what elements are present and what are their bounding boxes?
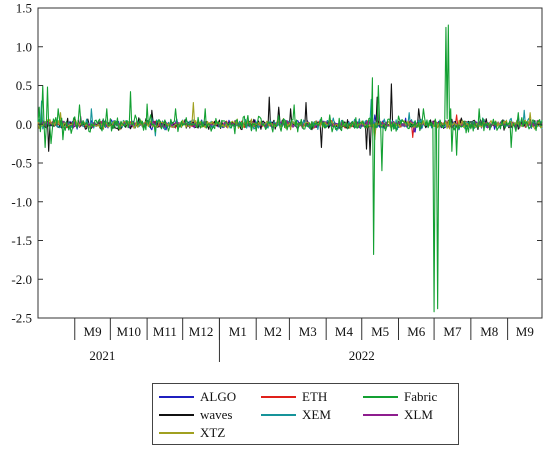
legend-label: waves [200,407,233,422]
series-line-fabric [37,24,543,313]
x-tick-label: M1 [229,324,247,339]
x-tick-label: M9 [84,324,102,339]
legend-swatch [363,396,398,398]
line-chart: 1.5 1.0 0.5 0.0 -0.5 -1.0 -1.5 -2.0 -2.5 M9 M10 M1… [11,1,543,363]
y-tick-label: 0.0 [16,117,32,132]
x-tick-label: M12 [189,324,214,339]
y-tick-label: -1.5 [11,233,32,248]
legend-item-waves: waves [159,406,233,424]
plot-frame [37,7,543,319]
series-line-waves [37,83,543,156]
y-tick-label: -0.5 [11,156,32,171]
legend-item-eth: ETH [261,388,327,406]
legend-swatch [159,414,194,416]
x-tick-label: M10 [116,324,141,339]
legend-item-xtz: XTZ [159,424,225,442]
x-tick-label: M8 [480,324,498,339]
y-tick-label: 1.5 [16,1,32,16]
y-tick-label: -2.5 [11,311,32,326]
year-label: 2021 [89,348,115,363]
y-tick-label: -2.0 [11,272,32,287]
legend-label: ETH [302,389,328,404]
x-tick-label: M5 [371,324,389,339]
x-tick-label: M11 [153,324,177,339]
legend-swatch [261,414,296,416]
legend-item-xlm: XLM [363,406,433,424]
legend-label: XTZ [200,425,226,440]
x-tick-label: M3 [299,324,317,339]
legend-label: XEM [302,407,331,422]
y-tick-label: 1.0 [16,39,32,54]
legend-label: Fabric [404,389,438,404]
y-tick-label: -1.0 [11,194,32,209]
legend-item-fabric: Fabric [363,388,437,406]
x-axis: M9 M10 M11 M12 M1 M2 M3 M4 M5 M6 M7 M8 M9 2021 2022 [74,318,534,363]
legend-item-algo: ALGO [159,388,236,406]
x-tick-label: M4 [335,324,354,339]
legend-item-xem: XEM [261,406,331,424]
legend-label: ALGO [200,389,237,404]
series-layer [37,24,543,313]
x-tick-label: M2 [264,324,282,339]
y-axis: 1.5 1.0 0.5 0.0 -0.5 -1.0 -1.5 -2.0 -2.5 [11,1,542,326]
year-label: 2022 [349,348,375,363]
x-tick-label: M9 [516,324,534,339]
x-tick-label: M7 [443,324,462,339]
legend-swatch [363,414,398,416]
legend-label: XLM [404,407,433,422]
legend-swatch [261,396,296,398]
x-tick-label: M6 [407,324,426,339]
legend: ALGO ETH Fabric waves XEM XLM XTZ [152,383,459,445]
y-tick-label: 0.5 [16,78,32,93]
legend-swatch [159,396,194,398]
legend-swatch [159,432,194,434]
